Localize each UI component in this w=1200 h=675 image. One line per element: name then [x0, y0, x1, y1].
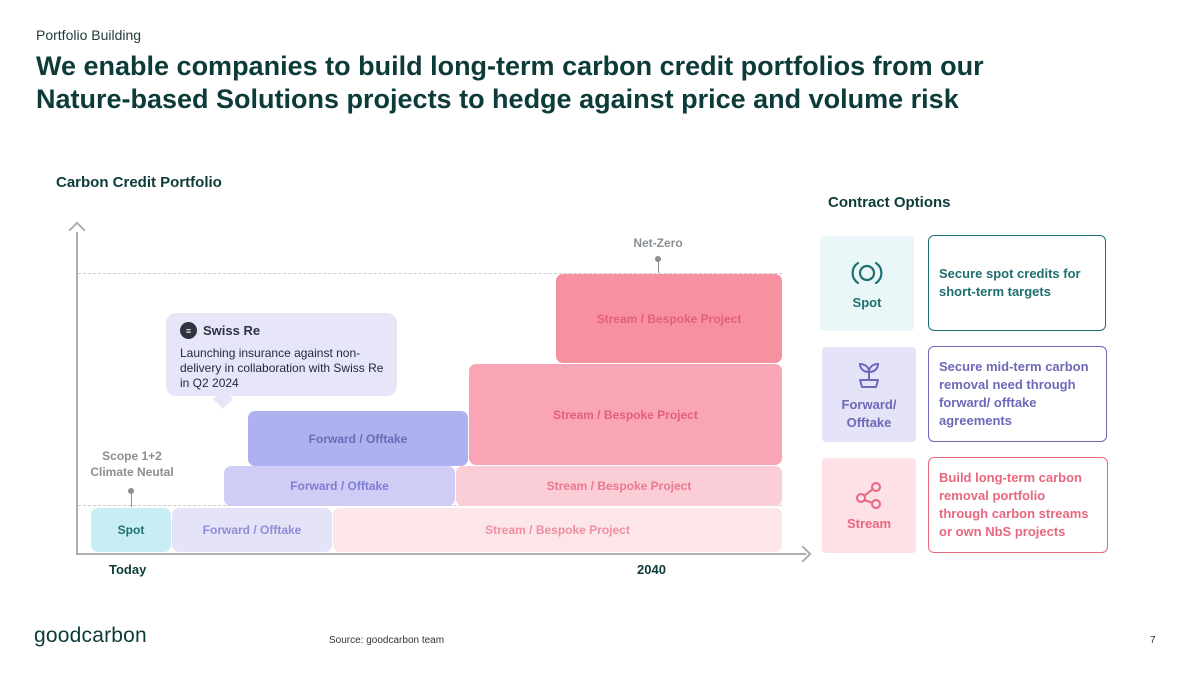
block-forward-row3: Forward / Offtake [248, 411, 468, 466]
page-title-line-1: We enable companies to build long-term c… [36, 51, 984, 81]
block-forward-row1: Forward / Offtake [172, 508, 332, 552]
y-axis-arrow-icon [68, 221, 86, 239]
block-stream-row1: Stream / Bespoke Project [333, 508, 782, 552]
x-axis [76, 553, 806, 555]
block-forward-row2: Forward / Offtake [224, 466, 455, 506]
option-forward-name: Forward/ Offtake [841, 396, 897, 430]
block-spot: Spot [91, 508, 171, 552]
scope-marker-line1: Scope 1+2 [102, 449, 162, 463]
section-kicker: Portfolio Building [36, 27, 142, 43]
sprout-icon [858, 362, 880, 388]
netzero-guide-line [78, 273, 782, 274]
swiss-re-brand: ≡ Swiss Re [180, 322, 260, 339]
option-spot-name: Spot [852, 295, 882, 310]
block-stream-row3: Stream / Bespoke Project [469, 364, 782, 465]
swiss-re-brand-name: Swiss Re [203, 323, 261, 338]
x-label-2040: 2040 [637, 562, 666, 577]
source-note: Source: goodcarbon team [329, 635, 445, 646]
page-title-line-2: Nature-based Solutions projects to hedge… [36, 84, 959, 114]
option-stream-name: Stream [846, 516, 892, 531]
logo-good: good [34, 624, 82, 647]
circular-arrows-icon [851, 261, 883, 285]
goodcarbon-logo: goodcarbon [34, 624, 147, 648]
share-nodes-icon [856, 482, 881, 509]
option-stream-card: Stream [822, 458, 916, 553]
swiss-re-logo-icon: ≡ [180, 322, 197, 339]
option-spot-description: Secure spot credits for short-term targe… [928, 235, 1106, 331]
y-axis [76, 232, 78, 554]
scope-marker-stem [131, 491, 132, 507]
swiss-re-callout-text: Launching insurance against non-delivery… [180, 346, 384, 390]
scope-marker-label: Scope 1+2 Climate Neutal [82, 448, 182, 480]
block-stream-row2: Stream / Bespoke Project [456, 466, 782, 506]
page-number: 7 [1150, 635, 1156, 646]
option-forward-description: Secure mid-term carbon removal need thro… [928, 346, 1107, 442]
block-stream-row4: Stream / Bespoke Project [556, 274, 782, 363]
scope-marker-line2: Climate Neutal [90, 465, 174, 479]
option-stream-description: Build long-term carbon removal portfolio… [928, 457, 1108, 553]
option-spot-card: Spot [820, 236, 914, 331]
page-title: We enable companies to build long-term c… [36, 50, 1136, 116]
logo-carbon: carbon [81, 624, 147, 647]
chart-title: Carbon Credit Portfolio [56, 174, 222, 191]
netzero-marker-label: Net-Zero [633, 236, 683, 250]
option-forward-card: Forward/ Offtake [822, 347, 916, 442]
netzero-marker-stem [658, 259, 659, 273]
contract-options-title: Contract Options [828, 194, 951, 211]
x-axis-arrow-icon [794, 545, 812, 563]
swiss-re-callout [166, 313, 397, 396]
x-label-today: Today [109, 562, 147, 577]
